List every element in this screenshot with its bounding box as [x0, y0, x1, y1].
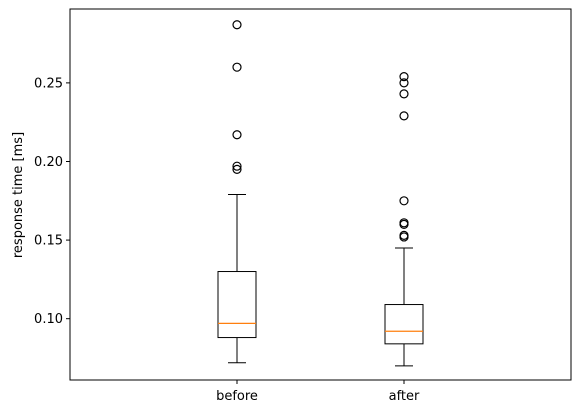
- outlier-point: [399, 111, 409, 121]
- y-tick-label: 0.10: [34, 312, 63, 327]
- outlier-point: [232, 161, 242, 171]
- outlier-point: [399, 89, 409, 99]
- outlier-point: [399, 71, 409, 82]
- x-tick-label-after: after: [389, 389, 420, 404]
- x-axis: before after: [216, 380, 420, 404]
- box-group-before: [217, 20, 257, 364]
- box-group-after: [384, 71, 424, 367]
- outlier-point: [399, 218, 409, 228]
- boxes-layer: [217, 20, 424, 367]
- outlier-point: [232, 62, 242, 72]
- outlier-point: [399, 230, 409, 240]
- x-tick-label-before: before: [216, 389, 258, 404]
- outlier-point: [399, 196, 409, 206]
- outlier-point: [232, 130, 242, 140]
- y-axis: 0.10 0.15 0.20 0.25: [34, 76, 70, 327]
- outlier-point: [399, 78, 409, 88]
- y-tick-label: 0.25: [34, 76, 63, 91]
- outlier-point: [232, 20, 242, 30]
- axes-frame: [69, 8, 572, 381]
- iqr-box: [384, 304, 424, 345]
- y-tick-label: 0.15: [34, 234, 63, 249]
- plot-area: [70, 9, 571, 380]
- y-axis-label: response time [ms]: [11, 132, 26, 258]
- y-tick-label: 0.20: [34, 155, 63, 170]
- iqr-box: [217, 271, 257, 339]
- outlier-point: [232, 164, 242, 174]
